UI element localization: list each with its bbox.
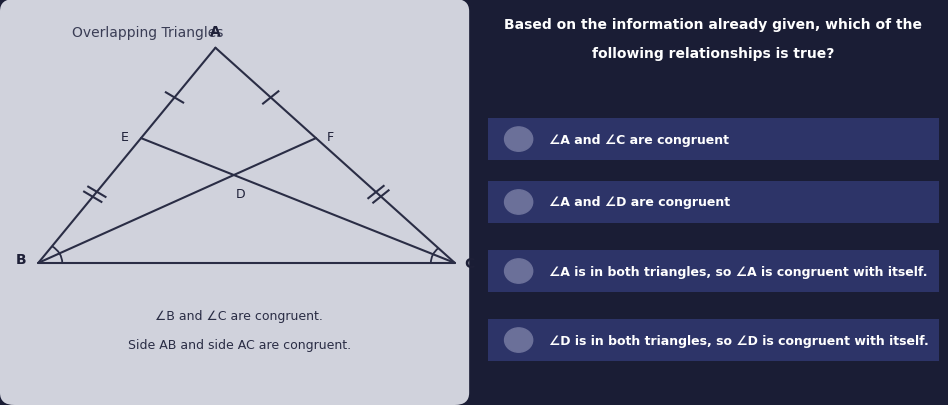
Text: ∠B and ∠C are congruent.: ∠B and ∠C are congruent. — [155, 309, 323, 322]
Circle shape — [504, 328, 533, 352]
Text: following relationships is true?: following relationships is true? — [592, 47, 834, 60]
Text: D: D — [236, 188, 246, 201]
FancyBboxPatch shape — [0, 0, 469, 405]
Text: Based on the information already given, which of the: Based on the information already given, … — [504, 18, 922, 32]
FancyBboxPatch shape — [488, 181, 939, 224]
Text: ∠A and ∠C are congruent: ∠A and ∠C are congruent — [549, 133, 729, 146]
Text: E: E — [121, 130, 129, 143]
Text: ∠D is in both triangles, so ∠D is congruent with itself.: ∠D is in both triangles, so ∠D is congru… — [549, 334, 929, 347]
Text: ∠A is in both triangles, so ∠A is congruent with itself.: ∠A is in both triangles, so ∠A is congru… — [549, 265, 928, 278]
Circle shape — [504, 190, 533, 215]
Text: Overlapping Triangles: Overlapping Triangles — [72, 26, 223, 40]
Text: Side AB and side AC are congruent.: Side AB and side AC are congruent. — [128, 338, 351, 351]
Text: A: A — [210, 25, 221, 38]
Text: C: C — [465, 256, 475, 270]
FancyBboxPatch shape — [488, 118, 939, 161]
Text: F: F — [326, 130, 334, 143]
Circle shape — [504, 128, 533, 152]
FancyBboxPatch shape — [488, 250, 939, 292]
Circle shape — [504, 259, 533, 283]
Text: B: B — [16, 252, 27, 266]
Text: ∠A and ∠D are congruent: ∠A and ∠D are congruent — [549, 196, 730, 209]
FancyBboxPatch shape — [488, 319, 939, 361]
